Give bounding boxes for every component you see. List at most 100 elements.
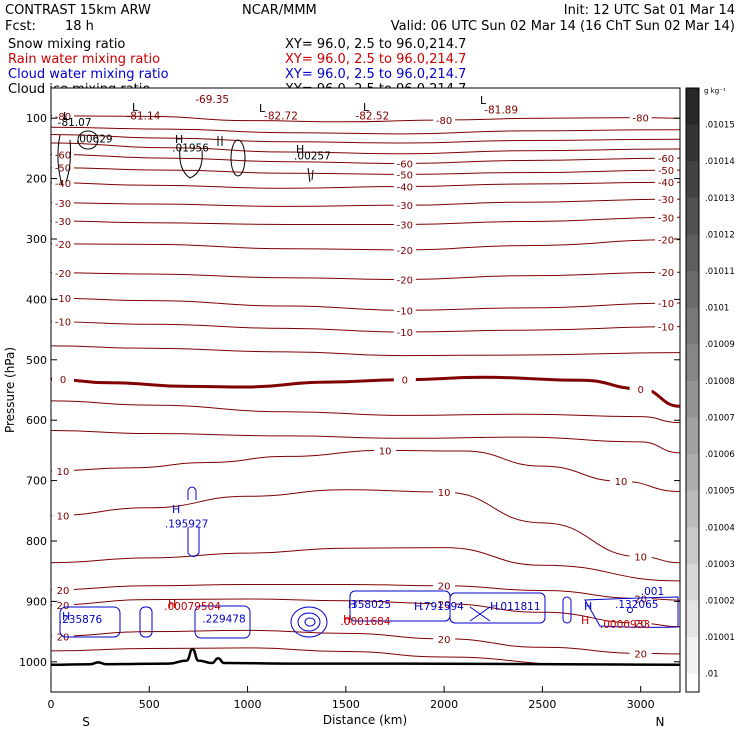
contour-value-label: -30: [658, 195, 674, 206]
colorbar-swatch: [686, 637, 699, 675]
colorbar-tick-label: .01007: [705, 413, 735, 423]
contour-value-label: -50: [397, 170, 413, 181]
contour-label-mask: [52, 109, 74, 121]
contour-label-mask: [52, 292, 74, 304]
contour-value-label: -80: [55, 112, 71, 123]
contour-label-mask: [629, 382, 652, 394]
snow-contour: [77, 130, 99, 150]
contour-label-mask: [393, 326, 416, 338]
init-time: Init: 12 UTC Sat 01 Mar 14: [564, 3, 735, 18]
high-marker: H: [414, 600, 422, 613]
contour-label-mask: [655, 233, 677, 245]
colorbar-unit: g kg⁻¹: [704, 87, 726, 95]
colorbar-tick-label: .01006: [705, 450, 735, 460]
colorbar-tick-label: .01: [705, 670, 719, 680]
contour-value-label: -20: [658, 268, 674, 279]
contour-label-mask: [393, 218, 416, 230]
snow-contour: [179, 147, 203, 179]
extremum-value-label: .00079504: [164, 601, 221, 613]
extremum-value-label: -81.14: [126, 110, 160, 122]
extremum-value-label: -69.35: [195, 94, 229, 106]
extremum-value-label: .195927: [165, 519, 208, 531]
contour-label-mask: [52, 315, 74, 327]
high-marker: H: [172, 503, 180, 516]
y-axis-label: Pressure (hPa): [3, 347, 17, 433]
extremum-value-label: .001: [641, 586, 664, 598]
contour-value-label: -30: [397, 221, 413, 232]
contour-value-label: -60: [397, 160, 413, 171]
extremum-value-label: .00257: [294, 150, 331, 162]
extremum-value-label: -82.52: [355, 110, 389, 122]
field-rain-name: Rain water mixing ratio: [8, 52, 160, 67]
contour-label-mask: [393, 168, 416, 180]
contour-value-label: -50: [658, 166, 674, 177]
temperature-contour-13: [50, 345, 681, 357]
fcst-value: 18 h: [65, 19, 94, 34]
contour-value-label: 20: [57, 601, 70, 612]
colorbar-tick-label: .01014: [705, 157, 735, 167]
extrema-markers: L L H L L L H H H H H H H H H H: [62, 94, 592, 627]
colorbar-tick-label: .01002: [705, 596, 735, 606]
y-tick-label: 400: [26, 293, 47, 306]
extremum-value-label: .00629: [76, 133, 113, 145]
contour-label-mask: [655, 164, 677, 176]
temperature-contour-15: [50, 400, 681, 424]
contour-value-label: 10: [57, 512, 70, 523]
extremum-value-label: .01956: [172, 142, 209, 154]
center-title: NCAR/MMM: [242, 3, 317, 18]
contour-label-mask: [433, 579, 456, 591]
high-marker: H: [584, 600, 592, 613]
temperature-contour-12: [50, 321, 681, 333]
high-marker: H: [490, 600, 498, 613]
snow-contour: [57, 134, 71, 186]
temperature-contour-20: [50, 583, 681, 601]
contour-value-label: -10: [55, 294, 71, 305]
contour-label-mask: [629, 617, 652, 629]
colorbar-tick-label: .0101: [705, 304, 729, 314]
y-tick-label: 200: [26, 173, 47, 186]
cloud-water-contour: [194, 605, 251, 639]
contour-label-mask: [52, 237, 74, 249]
contour-value-label: 10: [57, 467, 70, 478]
contour-label-mask: [52, 373, 74, 385]
contour-label-mask: [52, 509, 74, 521]
cloud-water-contour: [187, 527, 200, 557]
temperature-contour-21: [50, 598, 681, 628]
temperature-contour-9: [50, 239, 681, 251]
contour-label-mask: [655, 193, 677, 205]
contour-value-label: -20: [55, 240, 71, 251]
high-marker: H: [581, 614, 589, 627]
contour-label-mask: [655, 297, 677, 309]
contour-label-mask: [433, 486, 456, 498]
field-cloud-water-name: Cloud water mixing ratio: [8, 67, 169, 82]
low-marker: L: [363, 101, 370, 114]
contour-value-label: -40: [397, 182, 413, 193]
extremum-value-label: -81.07: [58, 117, 92, 129]
contour-value-label: 0: [60, 375, 66, 386]
cloud-water-contour: [584, 596, 679, 628]
x-tick-label: 1500: [332, 698, 360, 711]
snow-contour: [217, 136, 223, 146]
contour-label-mask: [655, 152, 677, 164]
contour-label-mask: [433, 632, 456, 644]
contour-value-label: -30: [658, 213, 674, 224]
colorbar-swatch: [686, 124, 699, 162]
south-label: S: [82, 715, 90, 729]
cloud-water-contour: [297, 612, 321, 632]
temperature-contour-3: [50, 142, 681, 155]
colorbar-swatch: [686, 527, 699, 565]
colorbar-tick-label: .01005: [705, 487, 735, 497]
contour-value-label: -40: [658, 178, 674, 189]
terrain-surface: [50, 647, 681, 667]
contour-value-label: 10: [438, 488, 451, 499]
plot-frame: [50, 87, 681, 693]
contour-value-label: 20: [438, 600, 451, 611]
cloud-water-contour: [469, 606, 491, 622]
contour-value-label: -80: [436, 116, 452, 127]
contour-value-label: 20: [634, 594, 647, 605]
contour-value-label: -10: [658, 299, 674, 310]
model-title: CONTRAST 15km ARW: [5, 3, 151, 18]
contour-value-label: -40: [55, 179, 71, 190]
colorbar-tick-label: .01013: [705, 194, 735, 204]
colorbar-swatch: [686, 454, 699, 492]
